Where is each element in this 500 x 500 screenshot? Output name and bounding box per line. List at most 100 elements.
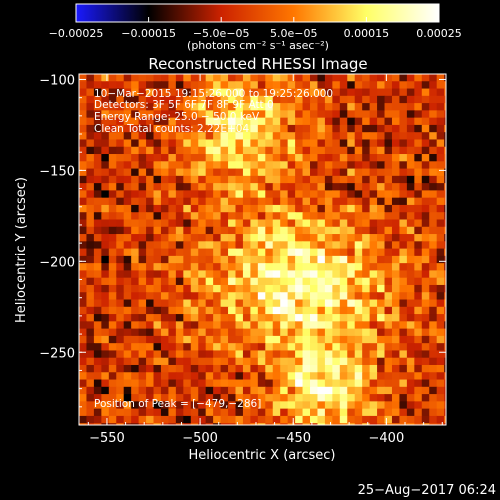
- heatmap-pixel: [414, 226, 423, 235]
- heatmap-pixel: [399, 124, 408, 133]
- heatmap-pixel: [369, 284, 378, 293]
- heatmap-pixel: [287, 146, 296, 155]
- heatmap-pixel: [406, 314, 415, 322]
- heatmap-pixel: [205, 132, 214, 141]
- heatmap-pixel: [406, 139, 415, 148]
- heatmap-pixel: [354, 219, 363, 228]
- heatmap-pixel: [86, 321, 95, 330]
- heatmap-pixel: [86, 292, 95, 301]
- heatmap-pixel: [429, 146, 438, 155]
- heatmap-pixel: [362, 299, 371, 308]
- heatmap-pixel: [354, 364, 363, 373]
- heatmap-pixel: [175, 386, 184, 395]
- heatmap-pixel: [354, 357, 363, 366]
- heatmap-pixel: [190, 175, 199, 184]
- heatmap-pixel: [93, 372, 102, 381]
- heatmap-pixel: [190, 284, 199, 293]
- heatmap-pixel: [377, 139, 386, 148]
- heatmap-pixel: [235, 132, 244, 141]
- heatmap-pixel: [272, 270, 281, 279]
- heatmap-pixel: [131, 132, 140, 141]
- heatmap-pixel: [160, 299, 170, 308]
- heatmap-pixel: [332, 146, 341, 155]
- heatmap-pixel: [272, 277, 281, 286]
- heatmap-pixel: [377, 212, 386, 221]
- heatmap-pixel: [429, 255, 438, 264]
- heatmap-pixel: [414, 299, 423, 308]
- heatmap-pixel: [280, 146, 289, 155]
- heatmap-pixel: [108, 248, 117, 257]
- heatmap-pixel: [324, 394, 333, 402]
- heatmap-pixel: [175, 132, 184, 141]
- heatmap-pixel: [168, 277, 177, 286]
- heatmap-pixel: [406, 284, 415, 293]
- heatmap-pixel: [160, 270, 170, 279]
- heatmap-pixel: [421, 124, 430, 133]
- heatmap-pixel: [160, 423, 170, 425]
- heatmap-pixel: [101, 314, 110, 322]
- heatmap-pixel: [79, 132, 88, 141]
- heatmap-pixel: [436, 364, 445, 373]
- heatmap-pixel: [377, 88, 386, 97]
- heatmap-pixel: [257, 139, 266, 148]
- heatmap-pixel: [116, 197, 125, 206]
- heatmap-pixel: [406, 88, 415, 97]
- heatmap-pixel: [265, 408, 274, 417]
- heatmap-pixel: [242, 146, 251, 155]
- heatmap-pixel: [160, 183, 170, 191]
- heatmap-pixel: [384, 117, 393, 126]
- heatmap-pixel: [429, 219, 438, 228]
- heatmap-pixel: [235, 386, 244, 395]
- heatmap-pixel: [116, 263, 125, 272]
- heatmap-pixel: [332, 110, 341, 119]
- heatmap-pixel: [287, 277, 296, 286]
- heatmap-pixel: [101, 394, 110, 402]
- heatmap-pixel: [108, 132, 117, 141]
- heatmap-pixel: [421, 175, 430, 184]
- heatmap-pixel: [235, 423, 244, 425]
- heatmap-pixel: [280, 139, 289, 148]
- heatmap-pixel: [138, 161, 147, 170]
- heatmap-pixel: [332, 234, 341, 242]
- heatmap-pixel: [190, 379, 199, 388]
- heatmap-pixel: [131, 241, 140, 250]
- heatmap-pixel: [116, 277, 125, 286]
- heatmap-pixel: [399, 175, 408, 184]
- heatmap-pixel: [295, 364, 304, 373]
- heatmap-pixel: [116, 241, 125, 250]
- heatmap-pixel: [198, 124, 207, 133]
- heatmap-pixel: [406, 161, 415, 170]
- heatmap-pixel: [257, 117, 266, 126]
- heatmap-pixel: [250, 161, 259, 170]
- heatmap-pixel: [123, 190, 132, 199]
- heatmap-pixel: [168, 161, 177, 170]
- heatmap-pixel: [213, 277, 222, 286]
- heatmap-pixel: [265, 299, 274, 308]
- heatmap-pixel: [228, 241, 237, 250]
- heatmap-pixel: [414, 204, 423, 213]
- heatmap-pixel: [377, 183, 386, 191]
- heatmap-pixel: [265, 328, 274, 337]
- heatmap-pixel: [347, 88, 356, 97]
- heatmap-pixel: [332, 154, 341, 162]
- heatmap-pixel: [272, 161, 281, 170]
- heatmap-pixel: [138, 299, 147, 308]
- heatmap-pixel: [347, 212, 356, 221]
- heatmap-pixel: [101, 270, 110, 279]
- heatmap-pixel: [79, 408, 88, 417]
- heatmap-pixel: [183, 95, 192, 104]
- heatmap-pixel: [354, 74, 363, 82]
- heatmap-pixel: [339, 379, 348, 388]
- heatmap-pixel: [369, 117, 378, 126]
- heatmap-pixel: [444, 139, 446, 148]
- heatmap-pixel: [362, 74, 371, 82]
- heatmap-pixel: [339, 95, 348, 104]
- heatmap-pixel: [183, 190, 192, 199]
- heatmap-pixel: [362, 343, 371, 352]
- heatmap-pixel: [339, 226, 348, 235]
- heatmap-pixel: [287, 168, 296, 177]
- heatmap-pixel: [153, 357, 162, 366]
- heatmap-pixel: [198, 299, 207, 308]
- heatmap-pixel: [190, 154, 199, 162]
- heatmap-pixel: [93, 175, 102, 184]
